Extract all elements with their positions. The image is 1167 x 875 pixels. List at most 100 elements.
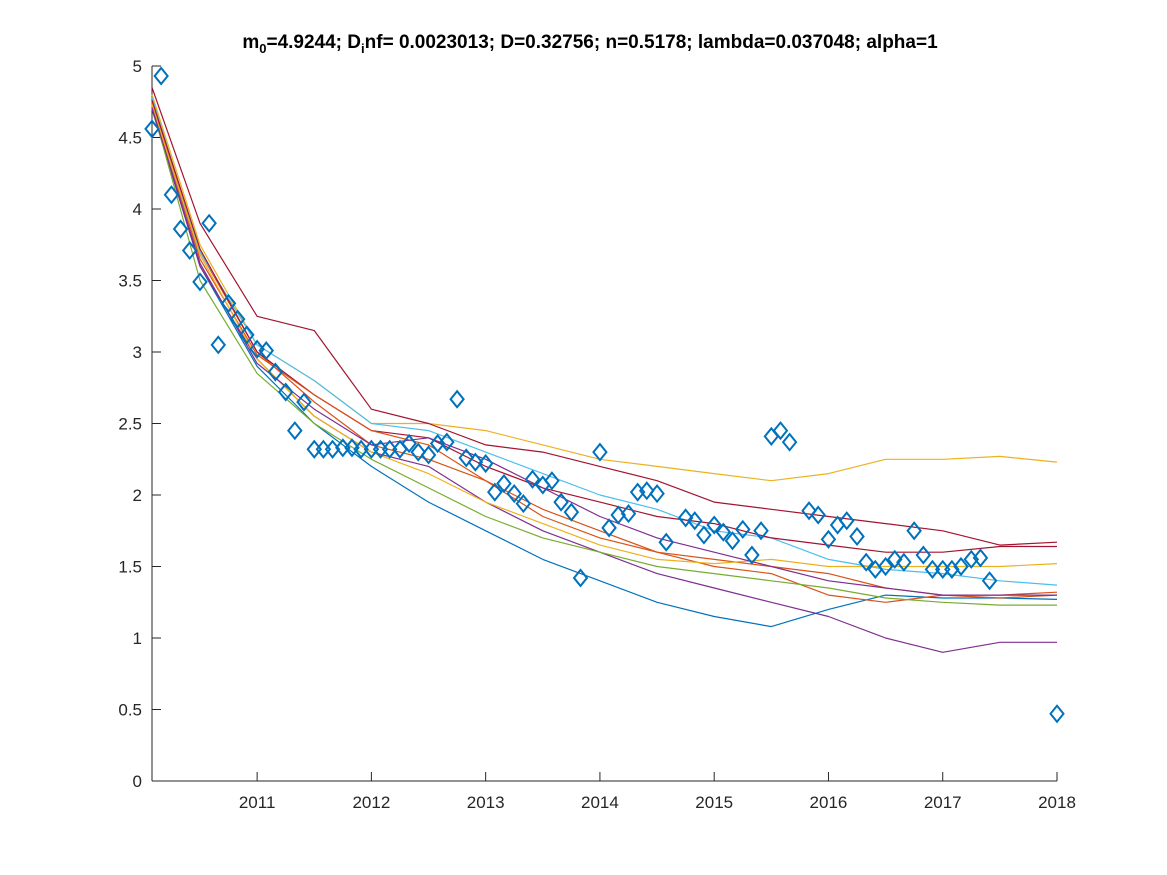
y-tick-label: 4 xyxy=(133,200,142,219)
title-part: i xyxy=(361,41,365,56)
data-point-marker xyxy=(487,482,503,502)
data-point-marker xyxy=(181,240,198,261)
y-tick-label: 4.5 xyxy=(118,129,142,148)
plot-area: 2011 2012 2013 2014 2015 2016 2017 2018 0 0.5 1 1.… xyxy=(118,57,1076,812)
data-point-marker xyxy=(553,492,569,512)
data-point-marker xyxy=(401,433,417,454)
data-point-marker xyxy=(144,119,160,139)
data-point-marker xyxy=(944,559,960,579)
data-point-marker xyxy=(820,529,837,549)
y-ticks: 0 0.5 1 1.5 2 2.5 3 3.5 4 4.5 5 xyxy=(118,57,161,791)
data-point-marker xyxy=(201,213,217,233)
y-tick-label: 0.5 xyxy=(118,701,142,720)
data-point-marker xyxy=(981,571,998,591)
data-point-marker xyxy=(296,392,312,412)
series-line xyxy=(151,97,1058,586)
x-tick-label: 2017 xyxy=(924,793,962,812)
data-point-marker xyxy=(601,518,617,538)
title-part: nf= 0.0023013; D=0.32756; n=0.5178; lamb… xyxy=(365,32,938,53)
series-line xyxy=(151,107,1057,596)
data-point-marker xyxy=(153,66,169,86)
data-point-marker xyxy=(801,501,817,521)
observation-markers xyxy=(144,66,1065,724)
data-point-marker xyxy=(572,568,589,588)
series-line xyxy=(151,94,1058,482)
data-point-marker xyxy=(449,389,465,409)
data-point-marker xyxy=(496,473,512,494)
y-tick-label: 3.5 xyxy=(118,272,142,291)
data-point-marker xyxy=(649,483,665,504)
data-point-marker xyxy=(544,471,560,491)
x-tick-label: 2013 xyxy=(467,793,505,812)
data-point-marker xyxy=(849,526,865,547)
x-ticks: 2011 2012 2013 2014 2015 2016 2017 2018 xyxy=(239,772,1076,812)
series-line xyxy=(151,101,1058,603)
series-line xyxy=(151,100,1057,553)
data-point-marker xyxy=(877,556,894,577)
data-point-marker xyxy=(315,439,332,459)
data-point-marker xyxy=(477,453,494,474)
data-point-marker xyxy=(506,483,523,504)
data-point-marker xyxy=(277,382,294,402)
x-tick-label: 2014 xyxy=(581,793,619,812)
x-tick-label: 2015 xyxy=(695,793,733,812)
data-point-marker xyxy=(906,521,922,541)
data-point-marker xyxy=(706,515,722,535)
data-point-marker xyxy=(696,525,712,545)
data-point-marker xyxy=(953,556,969,577)
data-point-marker xyxy=(638,481,655,501)
data-point-marker xyxy=(192,272,208,292)
y-tick-label: 1.5 xyxy=(118,558,142,577)
data-point-marker xyxy=(744,545,760,565)
data-point-marker xyxy=(972,548,989,568)
data-point-marker xyxy=(896,552,912,572)
x-tick-label: 2016 xyxy=(810,793,848,812)
title-part: =4.9244; D xyxy=(266,32,361,53)
title-part: 0 xyxy=(259,41,266,56)
data-point-marker xyxy=(458,448,475,468)
data-point-marker xyxy=(686,511,703,531)
y-tick-label: 1 xyxy=(133,629,142,648)
data-point-marker xyxy=(515,493,532,514)
data-point-marker xyxy=(753,521,769,541)
series-line xyxy=(151,87,1058,546)
data-point-marker xyxy=(924,559,941,579)
data-point-marker xyxy=(229,309,246,329)
data-point-marker xyxy=(886,549,903,569)
y-tick-label: 3 xyxy=(133,343,142,362)
data-point-marker xyxy=(344,438,360,458)
y-tick-label: 2.5 xyxy=(118,415,142,434)
data-point-marker xyxy=(163,185,180,205)
data-point-marker xyxy=(439,432,455,452)
data-point-marker xyxy=(306,439,323,459)
data-point-marker xyxy=(420,445,437,465)
data-point-marker xyxy=(715,522,732,542)
data-point-marker xyxy=(563,502,580,522)
series-line xyxy=(151,108,1058,628)
data-point-marker xyxy=(410,442,427,462)
x-tick-label: 2018 xyxy=(1038,793,1076,812)
data-point-marker xyxy=(763,426,780,446)
data-point-marker xyxy=(210,335,227,355)
series-group xyxy=(151,87,1058,653)
data-point-marker xyxy=(239,325,255,345)
y-tick-label: 2 xyxy=(133,486,142,505)
data-point-marker xyxy=(858,552,874,572)
data-point-marker xyxy=(724,531,741,551)
y-tick-label: 0 xyxy=(133,772,142,791)
x-tick-label: 2011 xyxy=(239,793,276,812)
series-line xyxy=(151,105,1057,606)
data-point-marker xyxy=(353,439,369,459)
title-part: m xyxy=(242,32,259,53)
data-point-marker xyxy=(267,362,284,382)
series-line xyxy=(151,103,1058,596)
data-point-marker xyxy=(810,505,826,525)
data-point-marker xyxy=(287,421,303,441)
data-point-marker xyxy=(524,469,541,489)
data-point-marker xyxy=(734,519,751,539)
data-point-marker xyxy=(915,545,932,565)
chart-title: m0=4.9244; Dinf= 0.0023013; D=0.32756; n… xyxy=(242,32,938,56)
data-point-marker xyxy=(172,219,189,239)
data-point-marker xyxy=(677,508,694,528)
